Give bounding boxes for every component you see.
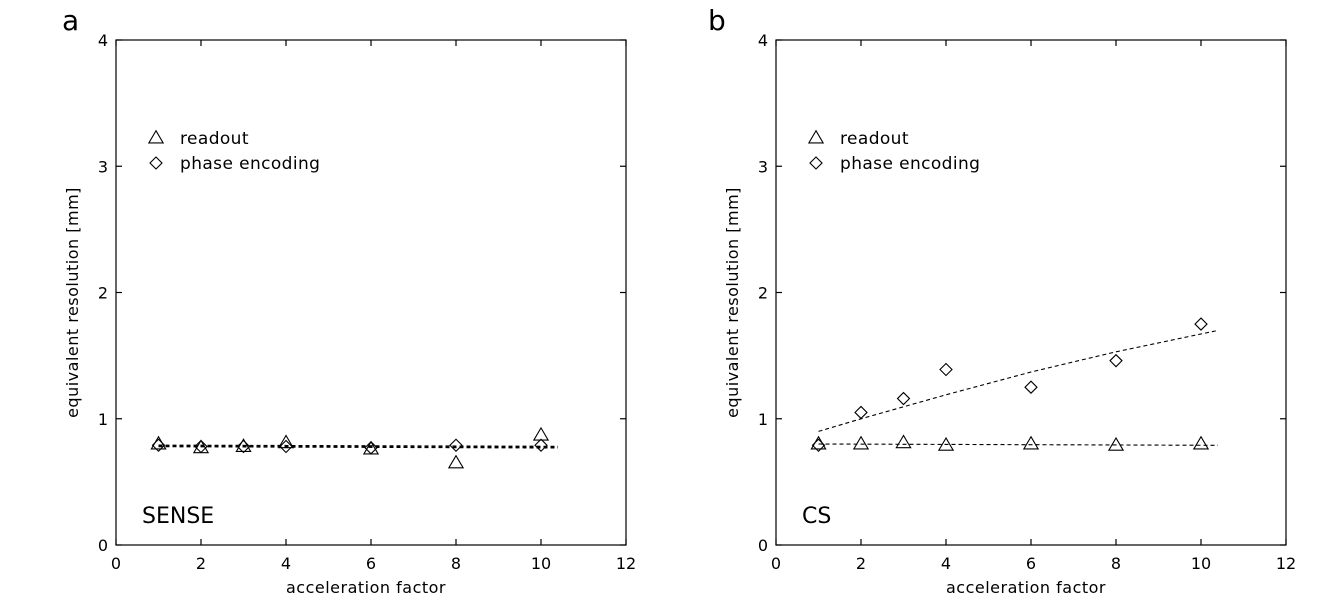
legend-label: readout [840, 129, 909, 149]
data-point-diamond [811, 438, 826, 453]
data-point-diamond [896, 391, 911, 406]
data-point-triangle [532, 426, 550, 441]
fit-line-diamond [818, 329, 1219, 432]
data-point-diamond [194, 439, 208, 454]
y-axis-label: equivalent resolution [mm] [63, 187, 82, 418]
plot-frame [115, 39, 627, 546]
x-tick-label: 6 [366, 554, 376, 573]
x-tick-label: 0 [111, 554, 121, 573]
data-point-triangle [447, 454, 465, 469]
data-point-triangle [895, 434, 912, 449]
legend-triangle-icon [147, 129, 165, 144]
y-axis-label: equivalent resolution [mm] [723, 187, 742, 418]
data-point-triangle [277, 434, 295, 449]
y-tick-label: 2 [758, 284, 768, 303]
x-axis-label: acceleration factor [946, 578, 1106, 597]
x-tick-label: 0 [771, 554, 781, 573]
legend: readout phase encoding [807, 129, 980, 174]
y-tick-label: 1 [758, 410, 768, 429]
plot-frame [775, 39, 1287, 546]
x-tick-label: 12 [1276, 554, 1296, 573]
x-tick-label: 8 [451, 554, 461, 573]
x-tick-label: 2 [856, 554, 866, 573]
data-point-diamond [1109, 353, 1123, 368]
x-tick-label: 8 [1111, 554, 1121, 573]
legend-label: phase encoding [180, 154, 320, 174]
y-tick-label: 4 [758, 31, 768, 50]
x-tick-label: 4 [941, 554, 951, 573]
data-point-diamond [279, 439, 293, 454]
data-point-diamond [534, 438, 548, 453]
data-point-triangle [235, 438, 252, 452]
x-tick-label: 6 [1026, 554, 1036, 573]
data-point-triangle [1107, 436, 1125, 451]
data-point-diamond [151, 438, 166, 453]
x-axis-label: acceleration factor [286, 578, 446, 597]
x-tick-label: 4 [281, 554, 291, 573]
y-tick-label: 1 [98, 410, 108, 429]
x-tick-label: 10 [531, 554, 551, 573]
data-point-diamond [939, 362, 953, 377]
data-point-triangle [937, 436, 955, 451]
y-tick-label: 3 [758, 157, 768, 176]
y-tick-label: 4 [98, 31, 108, 50]
legend-diamond-icon [149, 156, 163, 170]
y-tick-label: 0 [98, 536, 108, 555]
y-tick-label: 2 [98, 284, 108, 303]
y-tick-label: 3 [98, 157, 108, 176]
data-point-diamond [449, 438, 463, 453]
data-point-diamond [236, 439, 251, 454]
data-point-triangle [1192, 435, 1210, 450]
x-tick-label: 10 [1191, 554, 1211, 573]
data-point-diamond [364, 441, 378, 455]
legend-diamond-icon [809, 156, 823, 170]
data-point-triangle [852, 435, 870, 450]
x-tick-label: 2 [196, 554, 206, 573]
legend: readout phase encoding [147, 129, 320, 174]
x-tick-label: 12 [616, 554, 636, 573]
panel-letter: a [62, 4, 79, 37]
legend-label: readout [180, 129, 249, 149]
method-label: CS [802, 504, 831, 529]
legend-triangle-icon [807, 129, 825, 144]
data-point-triangle [1022, 435, 1040, 450]
data-point-diamond [1194, 317, 1208, 331]
fit-line-diamond [158, 445, 559, 449]
data-point-diamond [1024, 380, 1038, 394]
legend-label: phase encoding [840, 154, 980, 174]
panel-letter: b [708, 4, 726, 37]
method-label: SENSE [142, 504, 214, 529]
y-tick-label: 0 [758, 536, 768, 555]
fit-line-triangle [158, 444, 559, 448]
data-point-diamond [854, 405, 868, 420]
fit-line-triangle [818, 443, 1219, 446]
